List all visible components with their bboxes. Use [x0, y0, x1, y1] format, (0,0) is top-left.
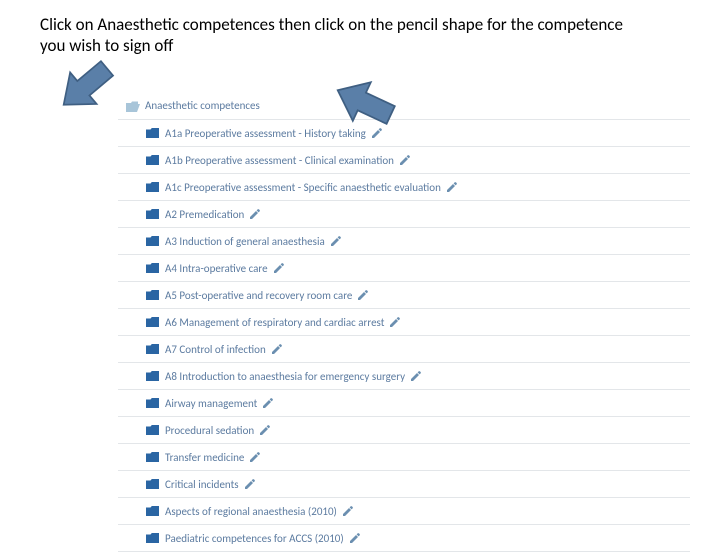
pencil-icon[interactable] [349, 533, 360, 544]
competence-label: Airway management [165, 397, 257, 410]
folder-closed-icon [146, 452, 159, 462]
competence-label: Procedural sedation [165, 424, 254, 437]
folder-closed-icon [146, 506, 159, 516]
pencil-icon[interactable] [271, 344, 282, 355]
competence-label: Transfer medicine [165, 451, 244, 464]
folder-closed-icon [146, 209, 159, 219]
folder-closed-icon [146, 182, 159, 192]
competence-label: A6 Management of respiratory and cardiac… [165, 316, 384, 329]
pencil-icon[interactable] [446, 182, 457, 193]
pencil-icon[interactable] [389, 317, 400, 328]
folder-closed-icon [146, 317, 159, 327]
competence-row[interactable]: A2 Premedication [118, 201, 690, 228]
competence-row[interactable]: Critical incidents [118, 471, 690, 498]
instruction-text: Click on Anaesthetic competences then cl… [40, 14, 650, 57]
competence-label: Critical incidents [165, 478, 239, 491]
pencil-icon[interactable] [249, 452, 260, 463]
competence-label: A5 Post-operative and recovery room care [165, 289, 352, 302]
competence-row[interactable]: Paediatric competences for ACCS (2010) [118, 525, 690, 552]
competence-label: A2 Premedication [165, 208, 244, 221]
pencil-icon[interactable] [410, 371, 421, 382]
competence-label: A4 Intra-operative care [165, 262, 268, 275]
competence-label: A3 Induction of general anaesthesia [165, 235, 325, 248]
folder-closed-icon [146, 398, 159, 408]
folder-closed-icon [146, 236, 159, 246]
folder-closed-icon [146, 371, 159, 381]
competence-label: Paediatric competences for ACCS (2010) [165, 532, 344, 545]
competence-row[interactable]: A4 Intra-operative care [118, 255, 690, 282]
pencil-icon[interactable] [357, 290, 368, 301]
competence-row[interactable]: A8 Introduction to anaesthesia for emerg… [118, 363, 690, 390]
pencil-icon[interactable] [273, 263, 284, 274]
competence-row[interactable]: Aspects of regional anaesthesia (2010) [118, 498, 690, 525]
competence-label: A7 Control of infection [165, 343, 266, 356]
competence-row[interactable]: A1b Preoperative assessment - Clinical e… [118, 147, 690, 174]
competence-row[interactable]: A1c Preoperative assessment - Specific a… [118, 174, 690, 201]
pencil-icon[interactable] [259, 425, 270, 436]
competence-row[interactable]: A7 Control of infection [118, 336, 690, 363]
folder-closed-icon [146, 344, 159, 354]
competence-label: A8 Introduction to anaesthesia for emerg… [165, 370, 405, 383]
competence-row[interactable]: A3 Induction of general anaesthesia [118, 228, 690, 255]
pencil-icon[interactable] [342, 506, 353, 517]
pencil-icon[interactable] [244, 479, 255, 490]
competence-row[interactable]: Transfer medicine [118, 444, 690, 471]
competence-row[interactable]: Airway management [118, 390, 690, 417]
competence-label: A1b Preoperative assessment - Clinical e… [165, 154, 394, 167]
competence-row[interactable]: A6 Management of respiratory and cardiac… [118, 309, 690, 336]
folder-closed-icon [146, 425, 159, 435]
competence-label: A1c Preoperative assessment - Specific a… [165, 181, 441, 194]
folder-closed-icon [146, 533, 159, 543]
folder-closed-icon [146, 155, 159, 165]
folder-closed-icon [146, 263, 159, 273]
pencil-icon[interactable] [249, 209, 260, 220]
pencil-icon[interactable] [330, 236, 341, 247]
folder-closed-icon [146, 479, 159, 489]
pencil-icon[interactable] [399, 155, 410, 166]
competence-label: Aspects of regional anaesthesia (2010) [165, 505, 337, 518]
pencil-icon[interactable] [262, 398, 273, 409]
pointer-arrow-left [40, 56, 132, 116]
competence-list: Anaesthetic competences A1a Preoperative… [118, 92, 690, 552]
competence-row[interactable]: A5 Post-operative and recovery room care [118, 282, 690, 309]
folder-closed-icon [146, 128, 159, 138]
folder-closed-icon [146, 290, 159, 300]
pointer-arrow-right [320, 72, 410, 134]
competence-row[interactable]: Procedural sedation [118, 417, 690, 444]
competence-parent-label: Anaesthetic competences [145, 99, 260, 112]
